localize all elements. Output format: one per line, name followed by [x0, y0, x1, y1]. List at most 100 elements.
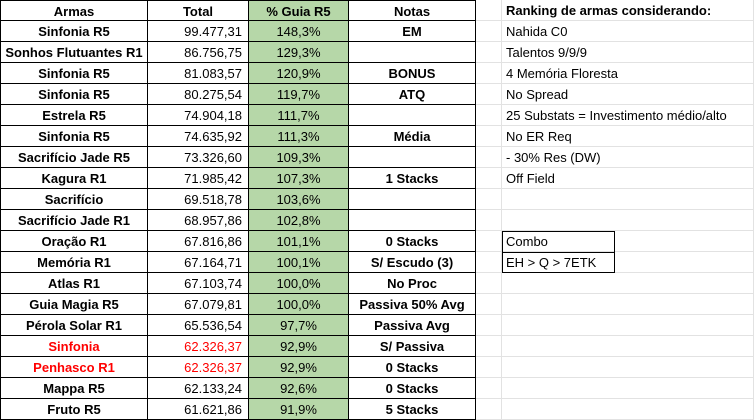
- ranking-title[interactable]: Ranking de armas considerando:: [506, 3, 712, 18]
- header-guia[interactable]: % Guia R5: [249, 0, 349, 21]
- guia-percent-cell[interactable]: 111,7%: [249, 105, 349, 126]
- weapon-cell[interactable]: Pérola Solar R1: [0, 315, 148, 336]
- weapon-cell[interactable]: Atlas R1: [0, 273, 148, 294]
- note-cell[interactable]: 0 Stacks: [349, 231, 476, 252]
- guia-percent-cell[interactable]: 100,0%: [249, 273, 349, 294]
- weapon-cell[interactable]: Sacrifício Jade R1: [0, 210, 148, 231]
- total-cell[interactable]: 61.621,86: [148, 399, 249, 420]
- note-cell[interactable]: S/ Escudo (3): [349, 252, 476, 273]
- note-cell[interactable]: S/ Passiva: [349, 336, 476, 357]
- note-cell[interactable]: 0 Stacks: [349, 378, 476, 399]
- ranking-cell[interactable]: [502, 210, 754, 231]
- guia-percent-cell[interactable]: 107,3%: [249, 168, 349, 189]
- total-cell[interactable]: 81.083,57: [148, 63, 249, 84]
- weapon-cell[interactable]: Sacrifício: [0, 189, 148, 210]
- header-notas[interactable]: Notas: [349, 0, 476, 21]
- total-cell[interactable]: 67.103,74: [148, 273, 249, 294]
- total-cell[interactable]: 65.536,54: [148, 315, 249, 336]
- note-cell[interactable]: Passiva Avg: [349, 315, 476, 336]
- note-cell[interactable]: Passiva 50% Avg: [349, 294, 476, 315]
- note-cell[interactable]: Média: [349, 126, 476, 147]
- ranking-item[interactable]: No ER Req: [506, 129, 572, 144]
- note-cell[interactable]: [349, 189, 476, 210]
- guia-percent-cell[interactable]: 111,3%: [249, 126, 349, 147]
- total-cell[interactable]: 67.816,86: [148, 231, 249, 252]
- guia-percent-cell[interactable]: 119,7%: [249, 84, 349, 105]
- ranking-cell[interactable]: [502, 315, 754, 336]
- guia-percent-cell[interactable]: 129,3%: [249, 42, 349, 63]
- note-cell[interactable]: ATQ: [349, 84, 476, 105]
- ranking-item[interactable]: - 30% Res (DW): [506, 150, 601, 165]
- weapon-cell[interactable]: Kagura R1: [0, 168, 148, 189]
- note-cell[interactable]: [349, 42, 476, 63]
- weapon-cell[interactable]: Sonhos Flutuantes R1: [0, 42, 148, 63]
- ranking-item[interactable]: No Spread: [506, 87, 569, 102]
- weapon-cell[interactable]: Sinfonia R5: [0, 21, 148, 42]
- ranking-cell[interactable]: [502, 378, 754, 399]
- ranking-cell[interactable]: [502, 357, 754, 378]
- total-cell[interactable]: 74.635,92: [148, 126, 249, 147]
- total-cell[interactable]: 71.985,42: [148, 168, 249, 189]
- header-total[interactable]: Total: [148, 0, 249, 21]
- guia-percent-cell[interactable]: 109,3%: [249, 147, 349, 168]
- note-cell[interactable]: [349, 210, 476, 231]
- ranking-item[interactable]: Talentos 9/9/9: [506, 45, 587, 60]
- note-cell[interactable]: 5 Stacks: [349, 399, 476, 420]
- total-cell[interactable]: 62.326,37: [148, 357, 249, 378]
- ranking-item[interactable]: Off Field: [506, 171, 555, 186]
- combo-label[interactable]: Combo: [506, 234, 548, 249]
- header-weapon[interactable]: Armas: [0, 0, 148, 21]
- ranking-cell[interactable]: [502, 399, 754, 420]
- guia-percent-cell[interactable]: 148,3%: [249, 21, 349, 42]
- ranking-cell[interactable]: [502, 336, 754, 357]
- total-cell[interactable]: 80.275,54: [148, 84, 249, 105]
- guia-percent-cell[interactable]: 101,1%: [249, 231, 349, 252]
- note-cell[interactable]: [349, 147, 476, 168]
- weapon-cell[interactable]: Sinfonia R5: [0, 126, 148, 147]
- total-cell[interactable]: 62.133,24: [148, 378, 249, 399]
- guia-percent-cell[interactable]: 92,9%: [249, 336, 349, 357]
- note-cell[interactable]: [349, 105, 476, 126]
- guia-percent-cell[interactable]: 97,7%: [249, 315, 349, 336]
- weapon-cell[interactable]: Sinfonia: [0, 336, 148, 357]
- weapon-cell[interactable]: Memória R1: [0, 252, 148, 273]
- combo-value[interactable]: EH > Q > 7ETK: [506, 255, 597, 270]
- total-cell[interactable]: 74.904,18: [148, 105, 249, 126]
- guia-percent-cell[interactable]: 91,9%: [249, 399, 349, 420]
- weapon-cell[interactable]: Fruto R5: [0, 399, 148, 420]
- total-cell[interactable]: 99.477,31: [148, 21, 249, 42]
- weapon-cell[interactable]: Sinfonia R5: [0, 84, 148, 105]
- guia-percent-cell[interactable]: 92,9%: [249, 357, 349, 378]
- guia-percent-cell[interactable]: 103,6%: [249, 189, 349, 210]
- total-cell[interactable]: 86.756,75: [148, 42, 249, 63]
- ranking-item[interactable]: Nahida C0: [506, 24, 568, 39]
- ranking-cell[interactable]: [502, 294, 754, 315]
- weapon-cell[interactable]: Penhasco R1: [0, 357, 148, 378]
- weapon-cell[interactable]: Sinfonia R5: [0, 63, 148, 84]
- total-cell[interactable]: 67.164,71: [148, 252, 249, 273]
- note-cell[interactable]: 1 Stacks: [349, 168, 476, 189]
- guia-percent-cell[interactable]: 92,6%: [249, 378, 349, 399]
- weapon-cell[interactable]: Oração R1: [0, 231, 148, 252]
- weapon-cell[interactable]: Mappa R5: [0, 378, 148, 399]
- total-cell[interactable]: 62.326,37: [148, 336, 249, 357]
- weapon-cell[interactable]: Estrela R5: [0, 105, 148, 126]
- total-cell[interactable]: 67.079,81: [148, 294, 249, 315]
- note-cell[interactable]: BONUS: [349, 63, 476, 84]
- total-cell[interactable]: 69.518,78: [148, 189, 249, 210]
- ranking-item[interactable]: 4 Memória Floresta: [506, 66, 618, 81]
- ranking-cell[interactable]: [502, 189, 754, 210]
- guia-percent-cell[interactable]: 100,1%: [249, 252, 349, 273]
- note-cell[interactable]: EM: [349, 21, 476, 42]
- ranking-item[interactable]: 25 Substats = Investimento médio/alto: [506, 108, 727, 123]
- total-cell[interactable]: 73.326,60: [148, 147, 249, 168]
- guia-percent-cell[interactable]: 102,8%: [249, 210, 349, 231]
- note-cell[interactable]: No Proc: [349, 273, 476, 294]
- guia-percent-cell[interactable]: 120,9%: [249, 63, 349, 84]
- guia-percent-cell[interactable]: 100,0%: [249, 294, 349, 315]
- weapon-cell[interactable]: Sacrifício Jade R5: [0, 147, 148, 168]
- total-cell[interactable]: 68.957,86: [148, 210, 249, 231]
- ranking-cell[interactable]: [502, 273, 754, 294]
- note-cell[interactable]: 0 Stacks: [349, 357, 476, 378]
- weapon-cell[interactable]: Guia Magia R5: [0, 294, 148, 315]
